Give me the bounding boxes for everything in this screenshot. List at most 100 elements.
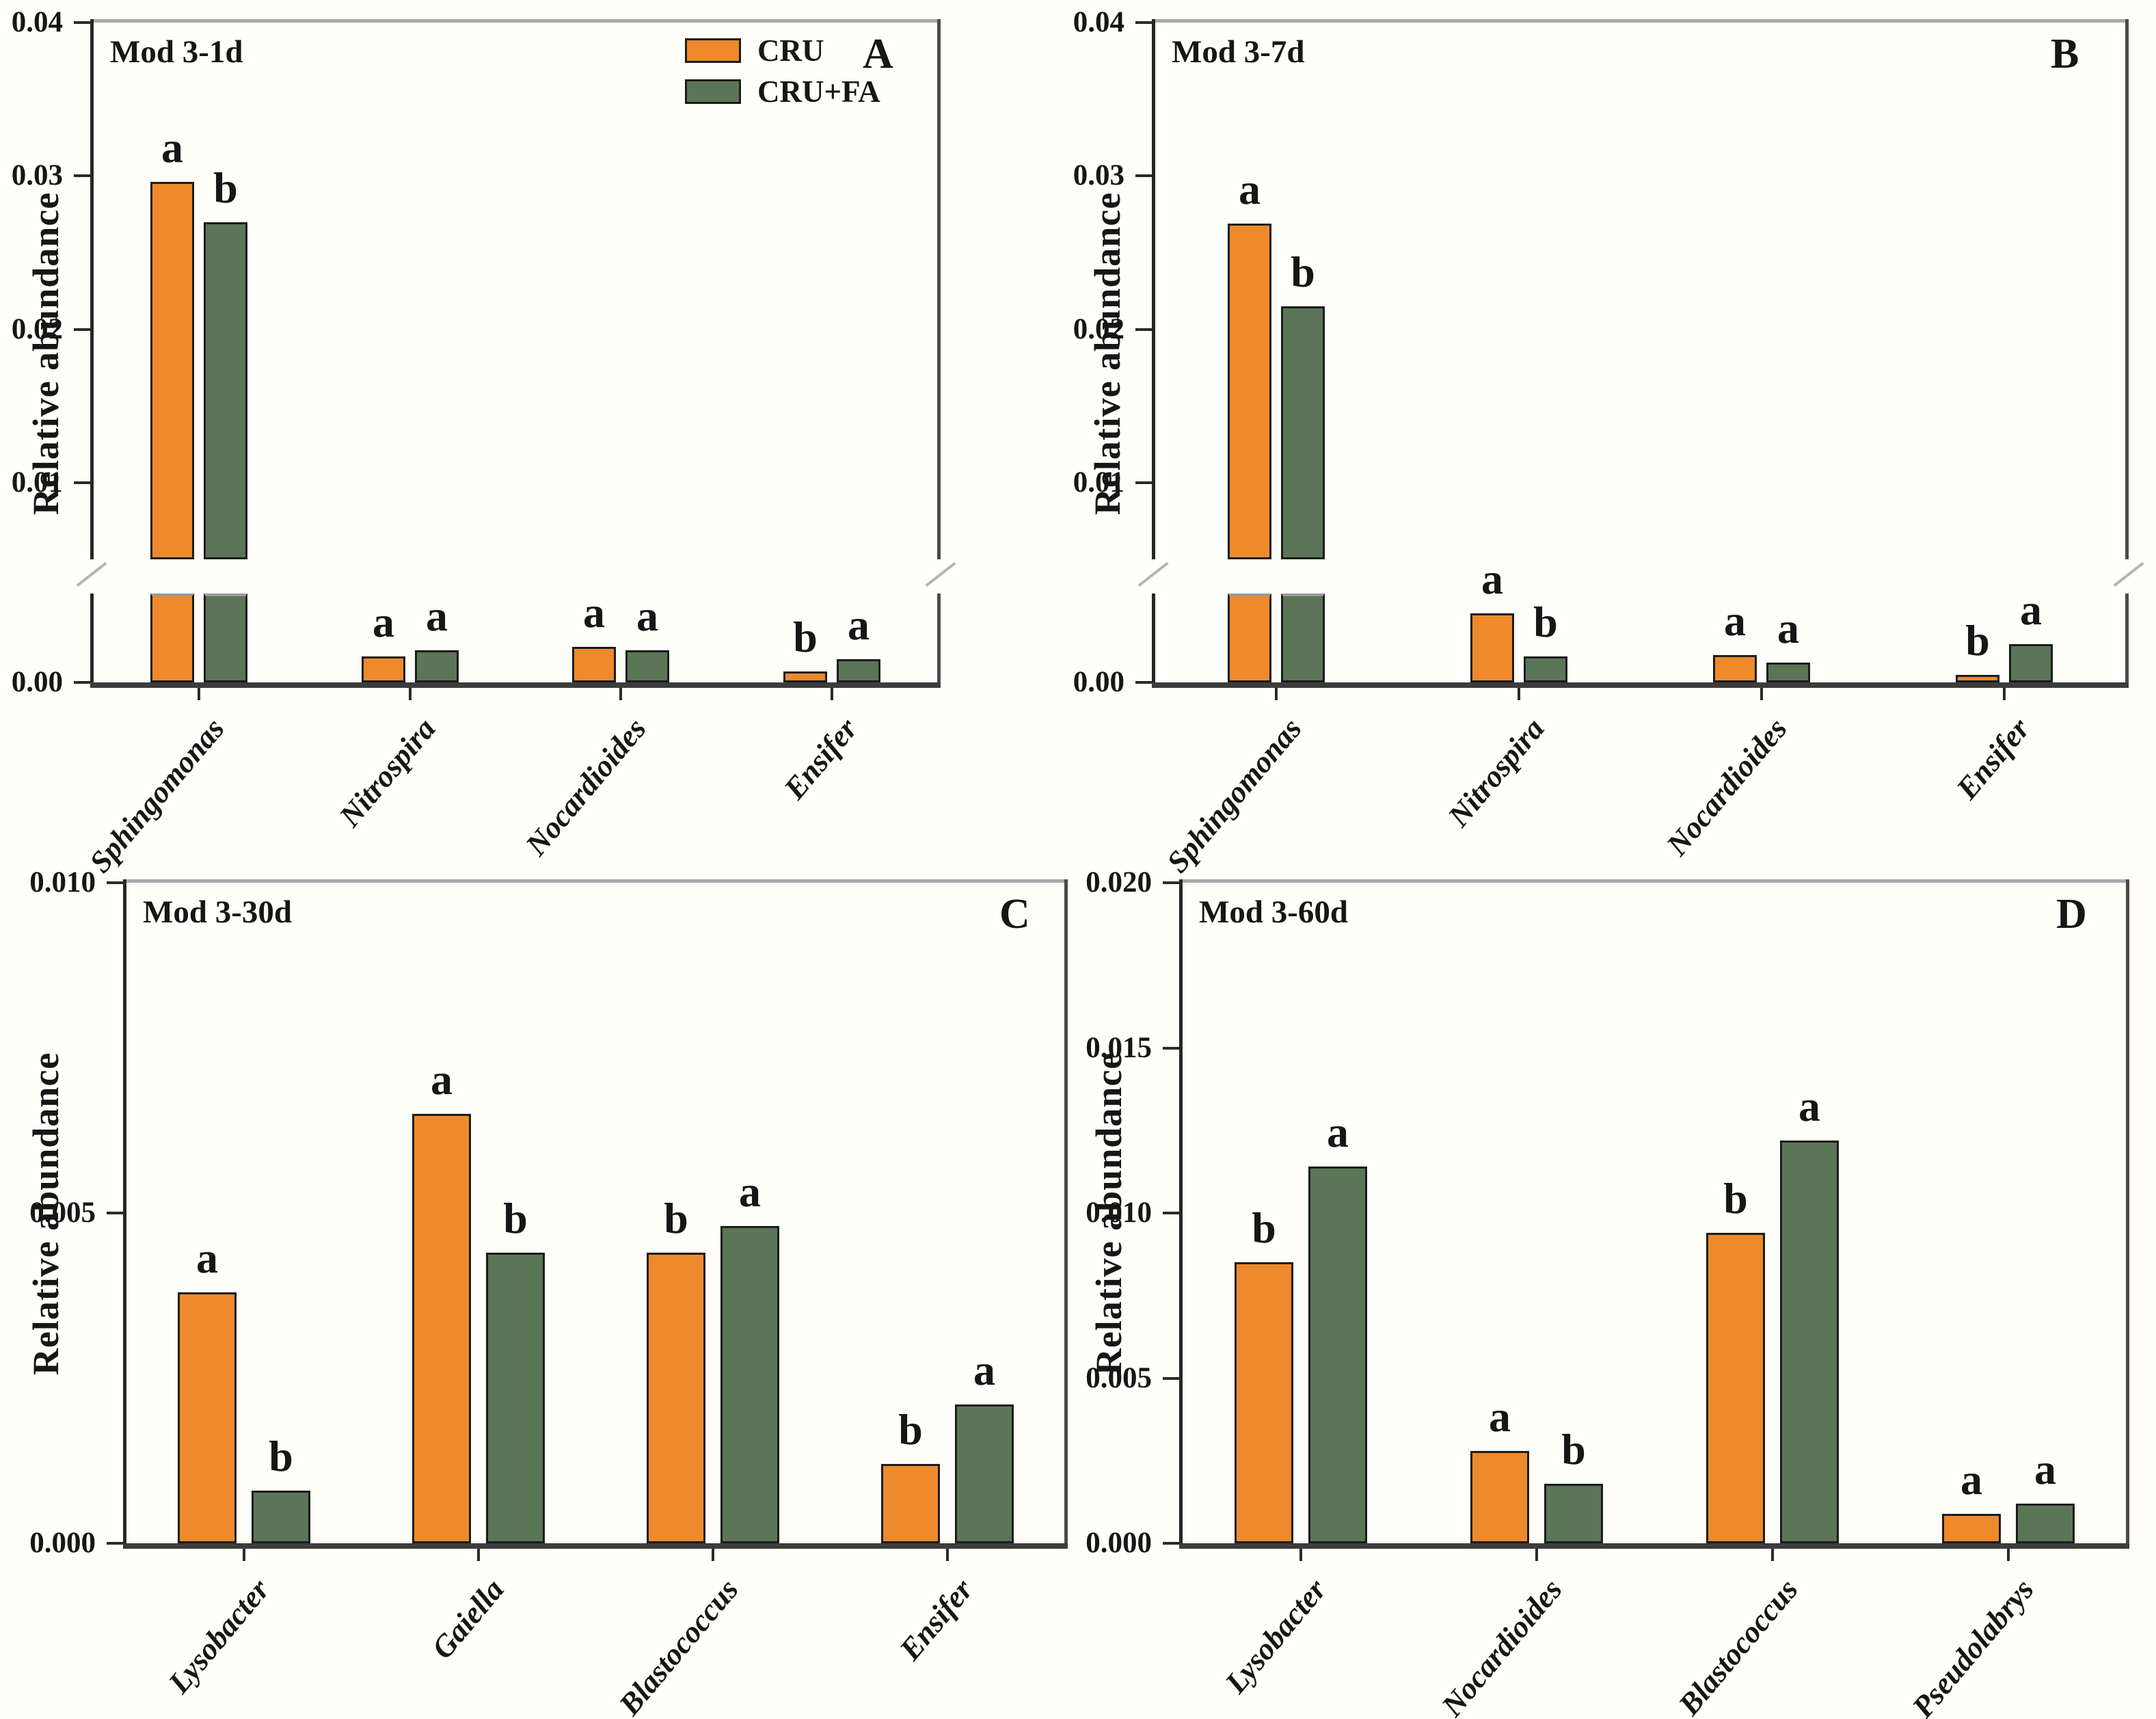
bar-cru-pseudolabrys bbox=[1942, 1514, 2001, 1543]
bar-cru-blastococcus bbox=[1706, 1233, 1765, 1543]
bar-cru-nitrospira bbox=[1470, 613, 1514, 682]
plot-border-top bbox=[90, 19, 941, 23]
bar-cru-fa-nitrospira bbox=[415, 650, 459, 682]
category-label: Blastococcus bbox=[1671, 1572, 1805, 1719]
sig-letter-cru-nocardioides: a bbox=[1489, 1392, 1511, 1441]
category-label: Gaiella bbox=[425, 1572, 511, 1666]
sig-letter-cru-fa-nitrospira: a bbox=[426, 591, 448, 640]
y-tick-label: 0.010 bbox=[1086, 1197, 1152, 1229]
y-tick-label: 0.000 bbox=[1086, 1527, 1152, 1559]
plot-border-top bbox=[1152, 19, 2129, 23]
bar-cru-fa-ensifer bbox=[2009, 644, 2053, 682]
y-tick bbox=[107, 881, 123, 884]
bar-cru-fa-blastococcus bbox=[1780, 1141, 1839, 1543]
y-axis-line-upper bbox=[90, 19, 94, 559]
bar-cru-sphingomonas bbox=[150, 182, 194, 559]
x-axis-line bbox=[90, 682, 941, 688]
bar-cru-nocardioides bbox=[1470, 1451, 1529, 1543]
plot-border-right-upper bbox=[937, 19, 941, 559]
y-tick bbox=[107, 1212, 123, 1214]
x-tick bbox=[243, 1549, 245, 1561]
sig-letter-cru-nitrospira: a bbox=[1481, 555, 1503, 603]
y-axis-line bbox=[1179, 879, 1183, 1543]
y-tick-label: 0.015 bbox=[1086, 1032, 1152, 1064]
y-tick-label: 0.00 bbox=[1073, 666, 1124, 698]
y-axis-title: Relative abundance bbox=[1087, 191, 1128, 516]
y-axis-title: Relative abundance bbox=[1088, 1052, 1129, 1376]
panel-title: Mod 3-7d bbox=[1172, 34, 1305, 70]
y-axis-line-lower bbox=[1152, 594, 1155, 682]
sig-letter-cru-sphingomonas: a bbox=[161, 123, 183, 172]
bar-cut-cru-sphingomonas bbox=[1228, 594, 1271, 682]
y-tick-label: 0.03 bbox=[1073, 159, 1124, 191]
bar-cru-nocardioides bbox=[1713, 655, 1757, 682]
bar-cru-fa-lysobacter bbox=[1308, 1167, 1367, 1543]
panel-letter: D bbox=[2056, 891, 2087, 937]
x-tick bbox=[1518, 688, 1520, 700]
legend-swatch-cru-fa bbox=[685, 79, 741, 104]
y-tick bbox=[1163, 881, 1179, 884]
bar-cru-nitrospira bbox=[362, 656, 405, 682]
x-tick bbox=[1771, 1549, 1774, 1561]
axis-break-mark-left bbox=[76, 561, 107, 587]
x-tick bbox=[946, 1549, 949, 1561]
bar-cru-fa-blastococcus bbox=[720, 1226, 779, 1543]
x-tick bbox=[198, 688, 200, 700]
bar-cru-gaiella bbox=[412, 1114, 471, 1543]
bar-cru-fa-nocardioides bbox=[1544, 1484, 1603, 1543]
plot-border-right-upper bbox=[2125, 19, 2129, 559]
sig-letter-cru-nocardioides: a bbox=[583, 588, 605, 637]
legend-label-cru: CRU bbox=[757, 34, 824, 68]
sig-letter-cru-fa-sphingomonas: b bbox=[213, 163, 238, 212]
plot-border-right-lower bbox=[937, 594, 941, 682]
x-tick bbox=[619, 688, 622, 700]
plot-border-top bbox=[1179, 879, 2129, 883]
y-tick bbox=[107, 1542, 123, 1545]
sig-letter-cru-fa-sphingomonas: b bbox=[1291, 248, 1315, 296]
plot-border-right bbox=[1064, 879, 1068, 1543]
plot-border-right-lower bbox=[2125, 594, 2129, 682]
x-tick bbox=[1760, 688, 1763, 700]
y-tick-label: 0.04 bbox=[11, 6, 63, 38]
legend-label-cru-fa: CRU+FA bbox=[757, 75, 880, 109]
y-axis-title: Relative abundance bbox=[25, 1052, 66, 1376]
y-axis-line-lower bbox=[90, 594, 94, 682]
sig-letter-cru-fa-ensifer: a bbox=[973, 1346, 995, 1394]
panel-title: Mod 3-1d bbox=[110, 34, 243, 70]
y-axis-line bbox=[123, 879, 126, 1543]
sig-letter-cru-ensifer: b bbox=[793, 613, 818, 661]
y-tick-label: 0.01 bbox=[11, 466, 63, 498]
bar-cru-ensifer bbox=[1956, 675, 1999, 682]
bar-cru-ensifer bbox=[783, 671, 827, 682]
x-axis-line bbox=[1179, 1543, 2129, 1549]
sig-letter-cru-fa-nitrospira: b bbox=[1533, 598, 1558, 646]
x-tick bbox=[712, 1549, 714, 1561]
x-axis-line bbox=[1152, 682, 2129, 688]
y-tick bbox=[1163, 1377, 1179, 1380]
y-tick bbox=[1135, 481, 1152, 484]
y-tick-label: 0.01 bbox=[1073, 466, 1124, 498]
plot-border-right bbox=[2126, 879, 2129, 1543]
sig-letter-cru-fa-gaiella: b bbox=[503, 1194, 528, 1242]
y-tick bbox=[1135, 174, 1152, 177]
sig-letter-cru-fa-lysobacter: b bbox=[269, 1432, 293, 1480]
plot-border-top bbox=[123, 879, 1068, 883]
sig-letter-cru-gaiella: a bbox=[431, 1055, 453, 1104]
y-tick bbox=[74, 481, 90, 484]
sig-letter-cru-lysobacter: b bbox=[1252, 1203, 1276, 1252]
x-tick bbox=[1299, 1549, 1302, 1561]
category-label: Sphingomonas bbox=[1160, 711, 1308, 879]
bar-cru-fa-lysobacter bbox=[252, 1491, 310, 1543]
y-tick-label: 0.005 bbox=[29, 1197, 96, 1229]
y-tick-label: 0.000 bbox=[29, 1527, 96, 1559]
x-tick bbox=[1275, 688, 1278, 700]
sig-letter-cru-ensifer: b bbox=[1965, 616, 1990, 665]
y-tick-label: 0.03 bbox=[11, 159, 63, 191]
sig-letter-cru-fa-blastococcus: a bbox=[739, 1167, 761, 1216]
x-tick bbox=[2003, 688, 2006, 700]
y-tick bbox=[74, 328, 90, 331]
category-label: Ensifer bbox=[777, 711, 864, 806]
sig-letter-cru-fa-nocardioides: b bbox=[1561, 1425, 1586, 1474]
x-tick bbox=[831, 688, 833, 700]
sig-letter-cru-fa-ensifer: a bbox=[848, 600, 870, 649]
